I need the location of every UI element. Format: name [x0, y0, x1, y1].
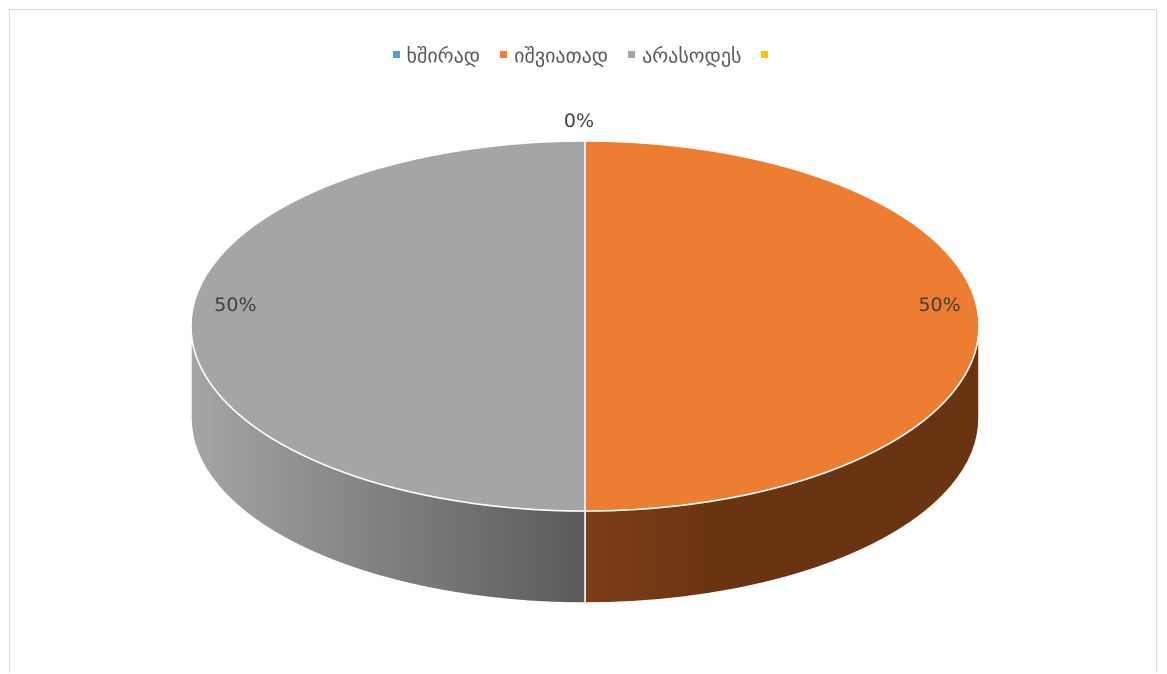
pie-slice — [190, 140, 586, 512]
data-label: 0% — [564, 110, 594, 132]
legend: ხშირად იშვიათად არასოდეს — [10, 41, 1158, 67]
data-label: 50% — [918, 294, 960, 316]
legend-label: არასოდეს — [642, 43, 742, 68]
legend-item: ხშირად — [392, 42, 481, 68]
legend-item: იშვიათად — [500, 42, 609, 68]
legend-swatch — [628, 50, 636, 58]
pie-slice — [584, 140, 980, 512]
chart-frame: ხშირად იშვიათად არასოდეს 0% 50% 50% — [9, 9, 1157, 673]
legend-swatch — [500, 50, 508, 58]
legend-item — [761, 42, 775, 68]
legend-swatch — [761, 50, 769, 58]
data-label: 50% — [214, 294, 256, 316]
pie-chart: 0% 50% 50% — [190, 110, 980, 604]
legend-swatch — [392, 50, 400, 58]
legend-label: იშვიათად — [514, 43, 609, 68]
legend-label: ხშირად — [406, 43, 481, 68]
legend-item: არასოდეს — [628, 42, 742, 68]
